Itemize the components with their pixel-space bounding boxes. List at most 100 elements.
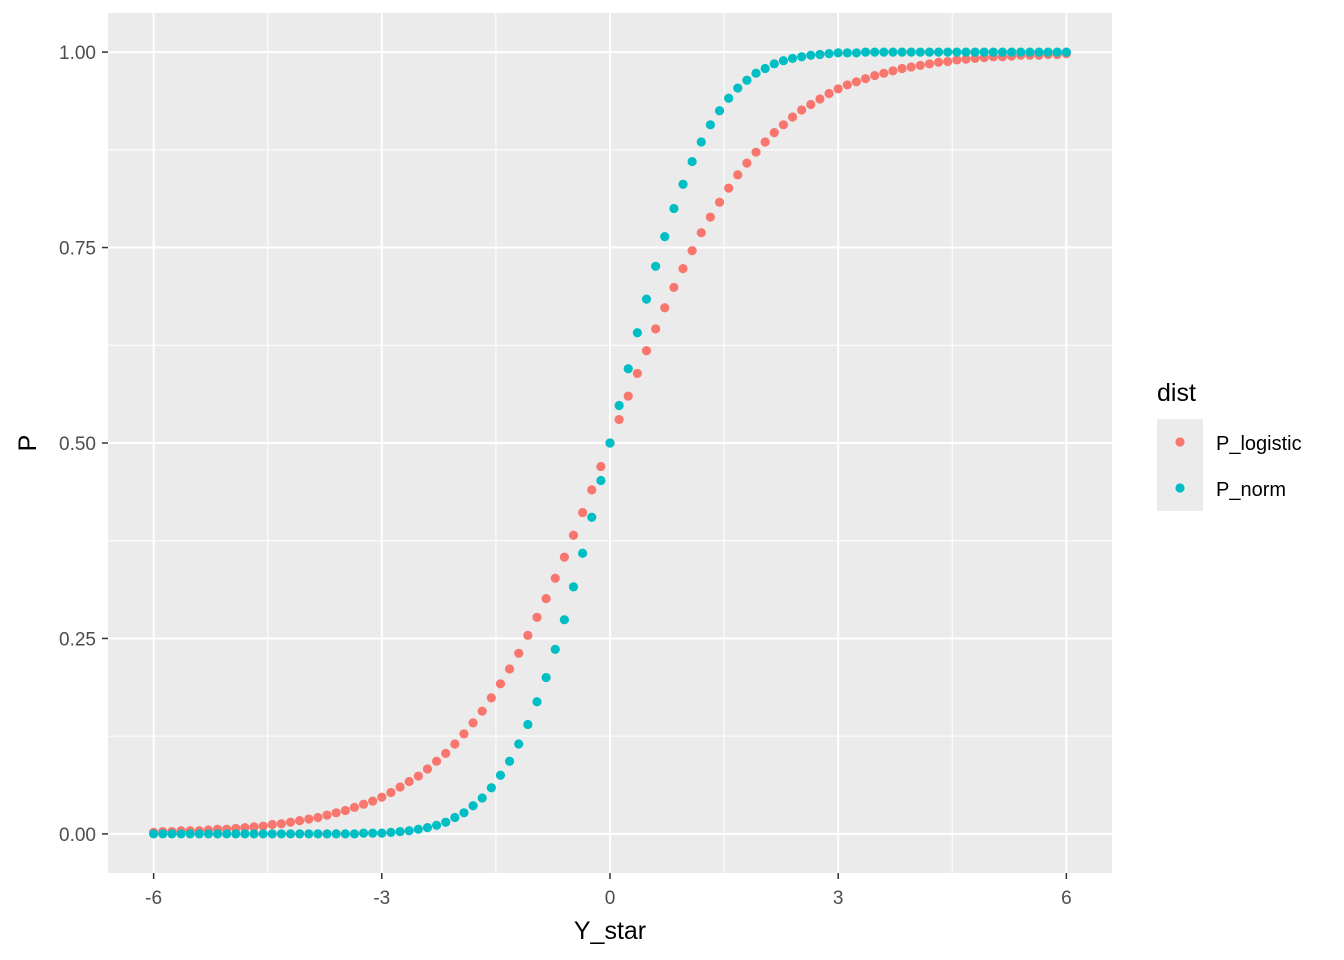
data-point (678, 264, 688, 274)
data-point (787, 112, 798, 122)
data-point (952, 55, 962, 65)
data-point (815, 49, 825, 60)
y-axis-title: P (14, 435, 42, 452)
data-point (778, 56, 789, 66)
data-point (258, 829, 268, 839)
data-point (377, 792, 387, 802)
data-point (331, 808, 341, 818)
data-point (276, 819, 287, 829)
data-point (961, 47, 971, 57)
data-point (368, 796, 378, 806)
data-point (340, 805, 350, 816)
data-point (468, 718, 478, 728)
legend-key-P_norm (1175, 483, 1185, 493)
data-point (267, 829, 277, 839)
data-point (258, 821, 268, 831)
data-point (304, 814, 314, 824)
data-point (295, 816, 305, 826)
data-point (742, 75, 752, 85)
data-point (733, 170, 743, 180)
data-point (422, 764, 433, 774)
x-tick-label: 3 (833, 888, 844, 909)
x-axis-title: Y_star (574, 917, 646, 945)
y-tick-label: 1.00 (59, 43, 96, 64)
data-point (870, 47, 880, 57)
data-point (705, 212, 716, 222)
data-point (486, 783, 496, 793)
data-point (751, 68, 761, 78)
data-point (441, 748, 451, 758)
data-point (349, 802, 360, 812)
data-point (879, 68, 889, 78)
data-point (322, 810, 332, 820)
data-point (842, 80, 852, 90)
data-point (368, 828, 378, 838)
data-point (559, 615, 569, 625)
data-point (833, 84, 843, 94)
data-point (714, 106, 725, 116)
data-point (961, 54, 971, 64)
data-point (559, 552, 569, 562)
data-point (441, 817, 451, 827)
data-point (778, 120, 789, 130)
y-tick-label: 0.00 (59, 825, 96, 846)
data-point (651, 324, 661, 334)
data-point (1034, 47, 1044, 57)
data-point (760, 137, 770, 147)
x-axis: -6 -3 0 3 6 (145, 873, 1072, 909)
data-point (1061, 47, 1071, 57)
data-point (404, 776, 414, 787)
data-point (632, 328, 642, 338)
data-point (468, 801, 478, 811)
x-tick-label: -3 (373, 888, 390, 909)
data-point (714, 197, 725, 207)
data-point (176, 829, 186, 839)
data-point (568, 530, 579, 540)
legend-key-P_logistic (1175, 437, 1185, 447)
data-point (1025, 47, 1035, 57)
data-point (431, 756, 442, 766)
data-point (477, 793, 487, 803)
data-point (404, 826, 414, 836)
data-point (450, 812, 460, 823)
data-point (532, 697, 542, 707)
data-point (888, 47, 898, 57)
data-point (578, 548, 588, 558)
data-point (669, 203, 679, 214)
data-point (997, 47, 1008, 57)
data-point (422, 823, 433, 833)
data-point (395, 782, 405, 792)
data-point (578, 507, 588, 518)
data-point (769, 59, 779, 69)
data-point (459, 808, 469, 818)
data-point (943, 56, 953, 67)
data-point (386, 787, 396, 798)
data-point (860, 47, 871, 57)
data-point (870, 70, 880, 81)
data-point (322, 829, 332, 839)
legend-key-background (1157, 419, 1203, 511)
data-point (349, 829, 360, 839)
data-point (651, 261, 661, 271)
data-point (477, 706, 487, 716)
data-point (833, 48, 843, 58)
data-point (623, 364, 633, 374)
data-point (158, 829, 168, 839)
data-point (249, 829, 259, 839)
data-point (358, 799, 369, 809)
data-point (641, 294, 652, 304)
data-point (1043, 47, 1053, 57)
data-point (733, 83, 743, 93)
x-tick-label: 6 (1061, 888, 1072, 909)
data-point (203, 829, 213, 839)
data-point (760, 63, 770, 74)
data-point (514, 648, 524, 658)
data-point (505, 664, 515, 674)
data-point (696, 228, 706, 238)
data-point (687, 246, 697, 256)
data-point (787, 53, 798, 63)
data-point (194, 829, 204, 839)
data-point (459, 729, 469, 739)
data-point (797, 105, 807, 115)
data-point (386, 827, 396, 837)
